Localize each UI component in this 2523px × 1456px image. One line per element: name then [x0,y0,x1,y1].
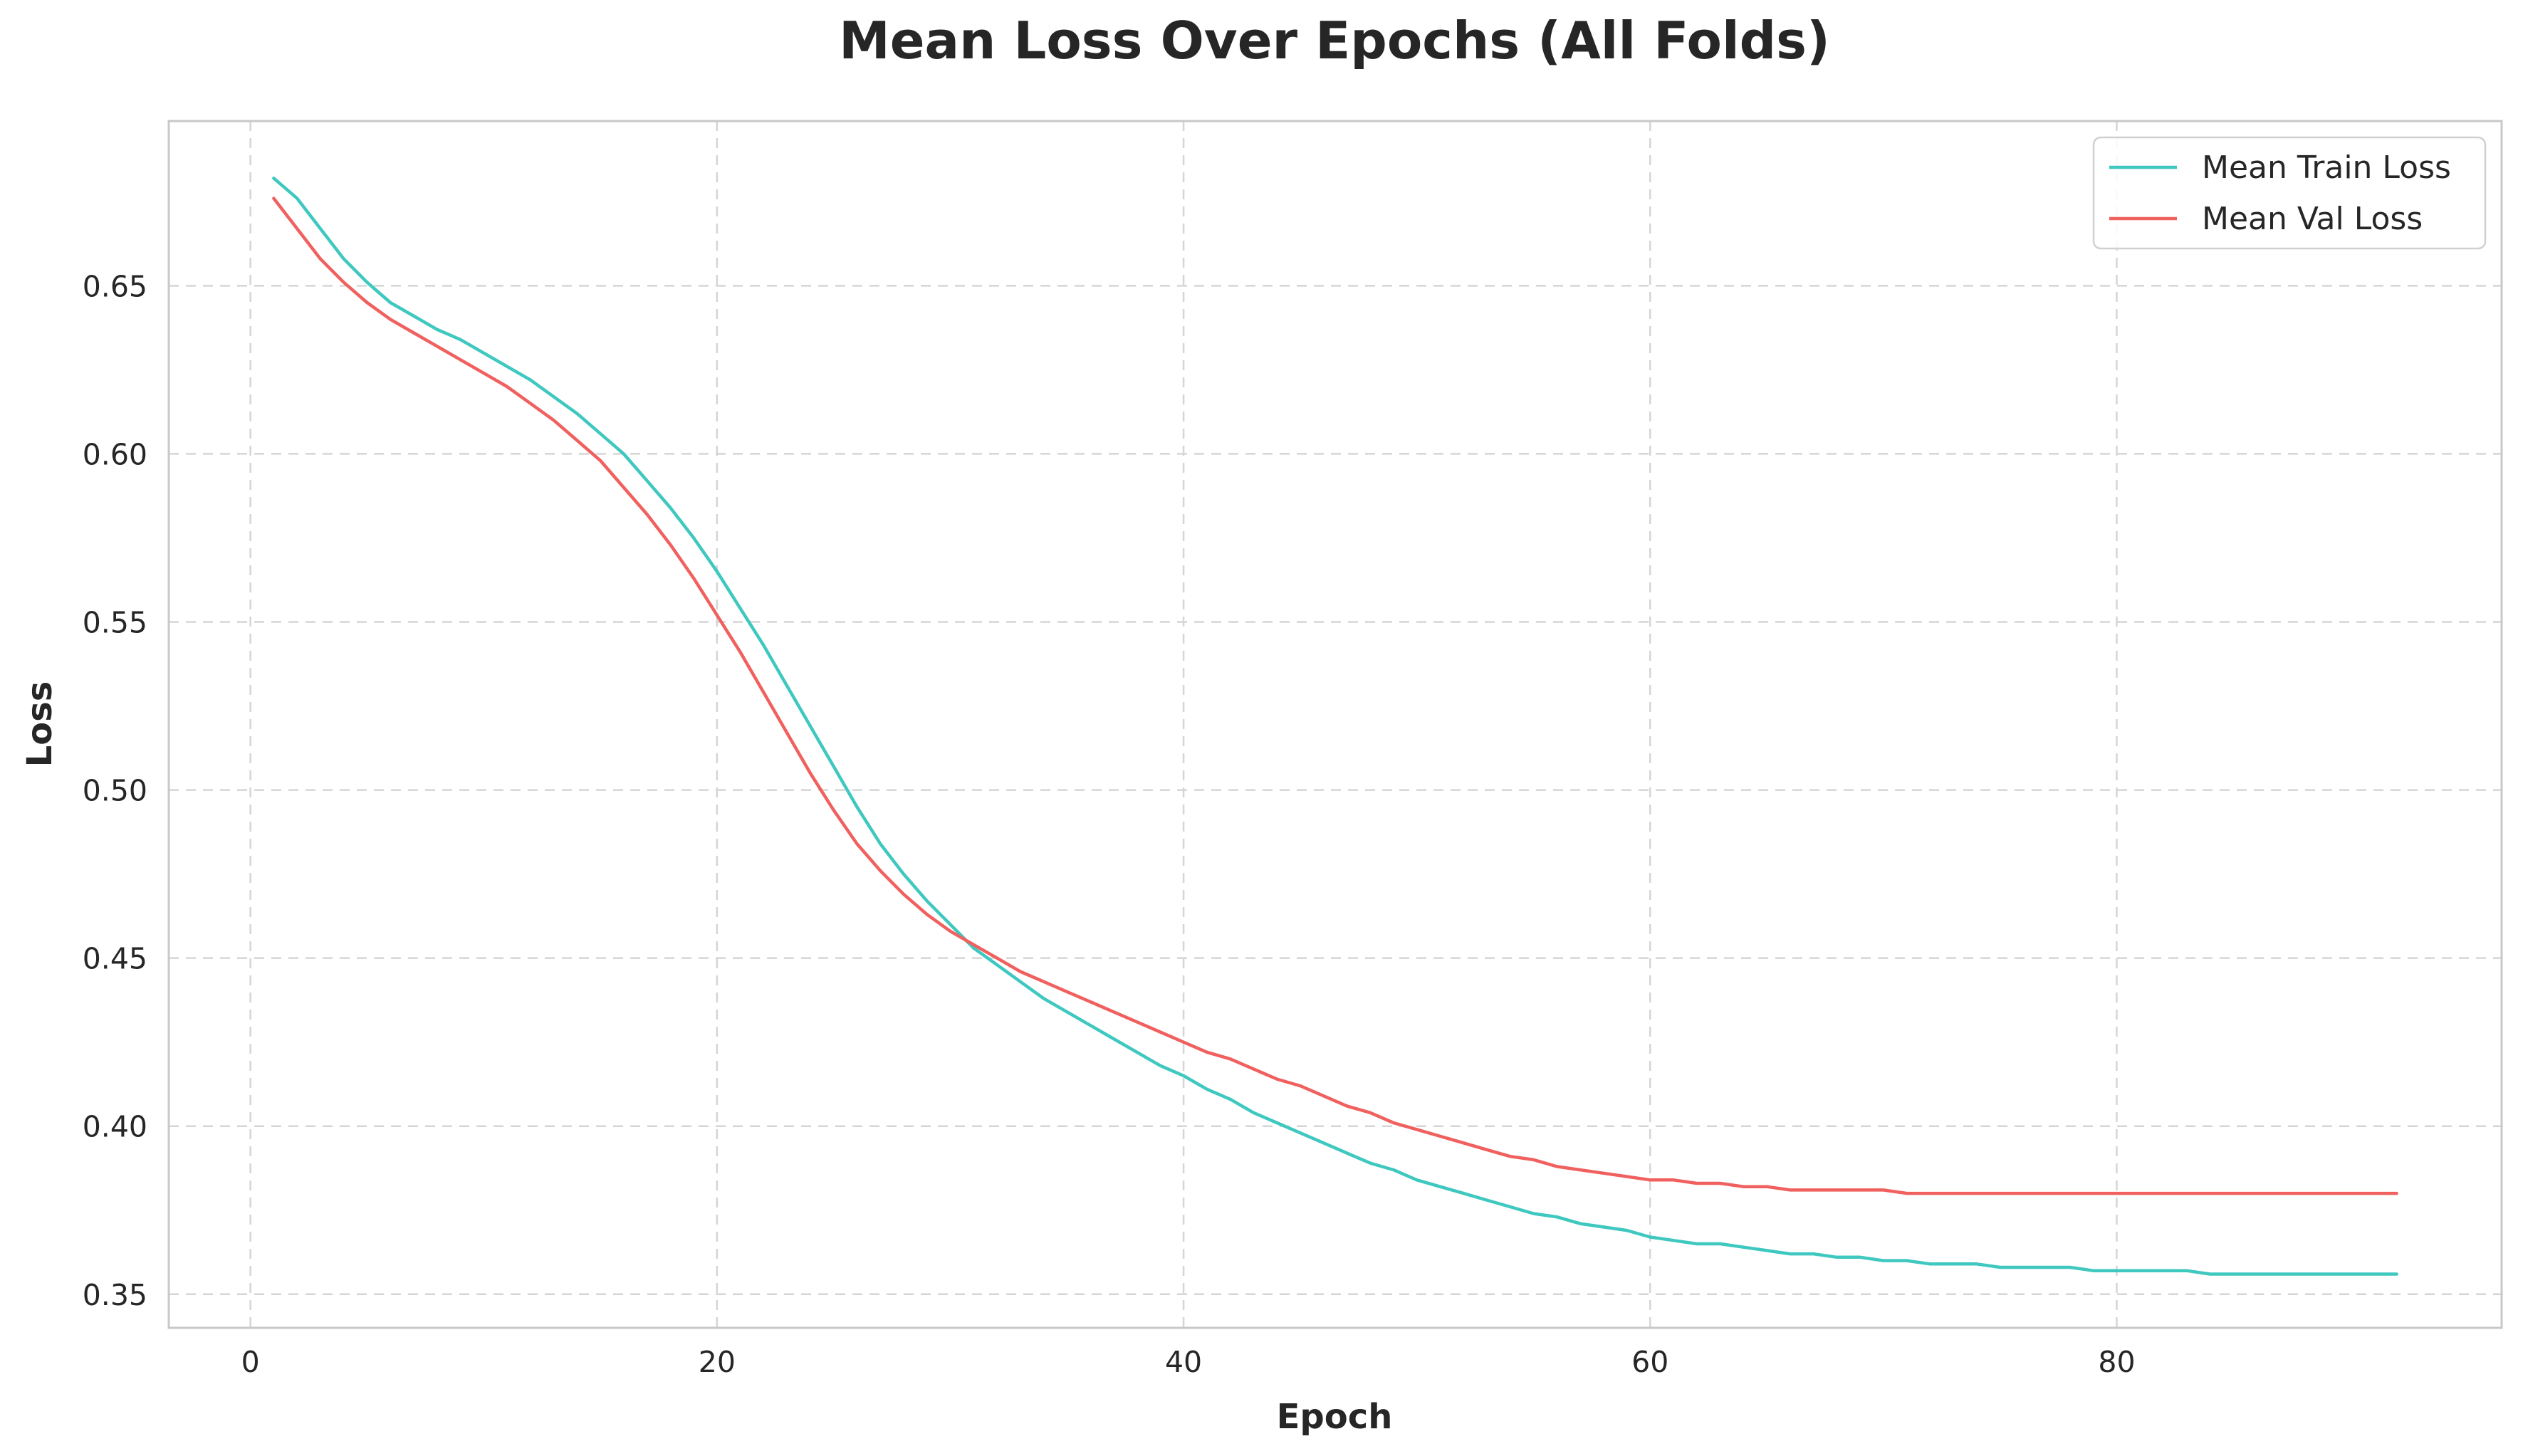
chart-title: Mean Loss Over Epochs (All Folds) [839,11,1830,70]
y-tick-label: 0.35 [83,1278,147,1312]
y-axis-label: Loss [20,681,60,768]
legend: Mean Train Loss Mean Val Loss [2092,136,2487,250]
x-tick-label: 40 [1165,1345,1202,1379]
y-tick-label: 0.60 [83,437,147,471]
y-tick-label: 0.45 [83,942,147,976]
y-tick-label: 0.40 [83,1110,147,1144]
train-loss-line [272,177,2398,1276]
x-tick-labels: 0 20 40 60 80 [241,1345,2136,1379]
x-tick-label: 60 [1631,1345,1668,1379]
series-lines [272,177,2398,1276]
x-tick-label: 0 [241,1345,260,1379]
y-tick-label: 0.65 [83,269,147,303]
legend-label-val: Mean Val Loss [2202,201,2423,237]
val-loss-line [272,197,2398,1195]
x-tick-label: 20 [699,1345,736,1379]
plot-frame [167,120,2503,1329]
x-axis-label: Epoch [1277,1397,1393,1437]
x-tick-label: 80 [2098,1345,2135,1379]
legend-label-train: Mean Train Loss [2202,150,2451,186]
grid [169,121,2502,1328]
legend-box [2092,136,2487,250]
y-tick-labels: 0.35 0.40 0.45 0.50 0.55 0.60 0.65 [83,269,147,1311]
y-tick-label: 0.50 [83,774,147,808]
y-tick-label: 0.55 [83,605,147,639]
